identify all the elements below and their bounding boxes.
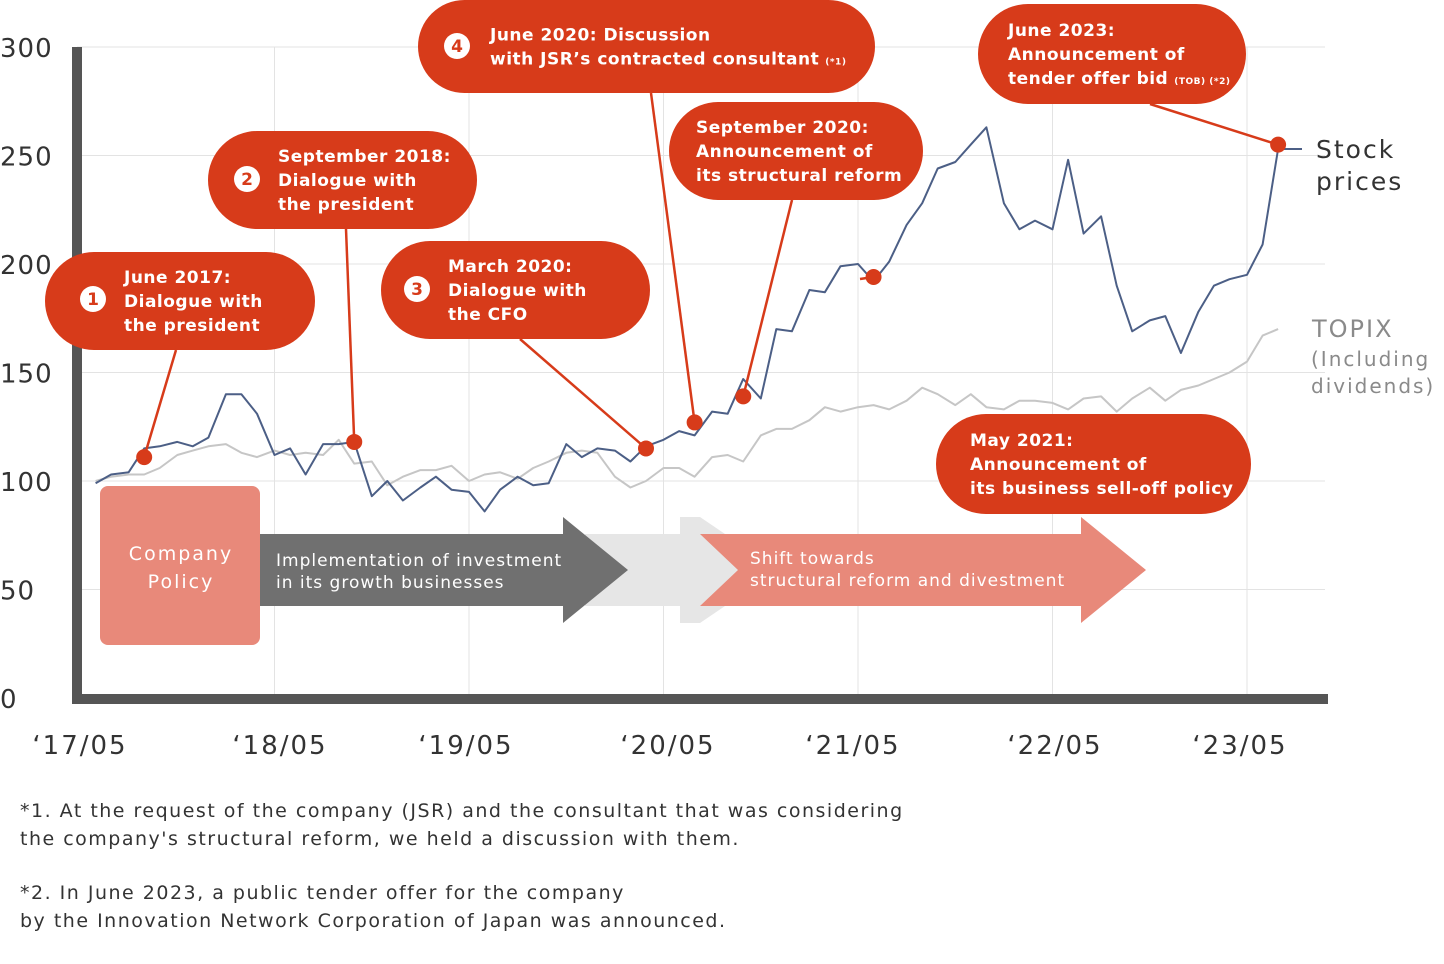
annotation-2-number: 2 [241,170,253,190]
annotation-4-line-2: with JSR’s contracted consultant (*1) [490,50,846,70]
x-tick-0: ‘17/05 [32,731,127,761]
chart-axes [72,47,1328,704]
policy-label-line-2: Policy [148,571,215,593]
annotation-4-number-badge [444,33,470,59]
annotation-4-line-1: June 2020: Discussion [489,26,711,46]
annotation-3-line-3: the CFO [448,305,528,325]
annotation-1-leader [142,349,178,458]
phase1-arrow [260,517,628,623]
annotation-1-line-1: June 2017: [123,268,231,288]
annotation-5-line-2: Announcement of [696,142,873,162]
annotation-7-marker [1270,136,1287,153]
annotation-2-bubble [208,131,477,229]
annotation-3-line-1: March 2020: [448,257,572,277]
x-tick-3: ‘20/05 [620,731,715,761]
footnote-1: *1. At the request of the company (JSR) … [20,797,1120,853]
annotation-3-number-badge [404,276,430,302]
annotation-5-line-1: September 2020: [696,118,869,138]
y-tick-250: 250 [0,143,53,173]
annotation-6-line-3: its business sell-off policy [970,479,1233,499]
annotation-6-line-2: Announcement of [970,455,1147,475]
phase2-label-line-2: structural reform and divestment [750,571,1065,591]
stock-prices-label-line-1: Stock [1316,135,1395,164]
y-tick-200: 200 [0,251,53,281]
footnote-2: *2. In June 2023, a public tender offer … [20,879,1120,935]
topix-sub-label-line-1: (Including [1311,347,1430,371]
annotation-leaders [136,92,1287,466]
annotation-1-number-badge [80,286,106,312]
annotation-6-marker [865,269,882,286]
annotation-4-number: 4 [451,37,463,57]
footnote-2-line-2: by the Innovation Network Corporation of… [20,910,727,932]
series-labels: Stock prices TOPIX (Including dividends) [1311,135,1435,398]
annotation-3-bubble [381,241,650,339]
annotation-1-bubble [45,252,315,350]
annotation-7-bubble [978,4,1246,104]
tick-labels: 0 50 100 150 200 250 300 ‘17/05 ‘18/05 ‘19/05 ‘20/… [0,34,1287,761]
phase1-label-line-2: in its growth businesses [276,573,505,593]
y-tick-0: 0 [0,685,18,715]
footnote-2-line-1: *2. In June 2023, a public tender offer … [20,882,625,904]
x-tick-5: ‘22/05 [1007,731,1102,761]
annotation-5-marker [735,388,752,405]
annotation-6-bubble [936,414,1251,514]
policy-box [100,486,260,645]
annotation-5-leader [742,199,794,397]
annotation-4-footnote-ref: (*1) [825,58,846,68]
annotation-3-marker [637,440,654,457]
company-policy-band: Company Policy Implementation of investmen… [100,486,1146,645]
topix-label: TOPIX [1311,315,1394,343]
annotation-1-marker [136,449,153,466]
annotation-7-line-1: June 2023: [1007,21,1115,41]
annotation-2-line-1: September 2018: [278,147,451,167]
x-tick-1: ‘18/05 [232,731,327,761]
annotation-4-leader [649,92,696,423]
topix-sub-label-line-2: dividends) [1311,374,1435,398]
y-tick-100: 100 [0,468,53,498]
annotation-1-line-2: Dialogue with [124,292,263,312]
x-tick-4: ‘21/05 [805,731,900,761]
annotation-3-number: 3 [411,280,423,300]
annotation-1-number: 1 [87,290,99,310]
footnote-1-line-2: the company's structural reform, we held… [20,828,740,850]
footnotes: *1. At the request of the company (JSR) … [20,797,1120,961]
y-tick-300: 300 [0,34,53,64]
annotation-5-line-3: its structural reform [696,166,902,186]
phase1-label-line-1: Implementation of investment [276,551,562,571]
stock-prices-label-line-2: prices [1316,167,1403,196]
annotation-2-line-2: Dialogue with [278,171,417,191]
annotation-7-leader [1149,102,1279,146]
annotation-3-line-2: Dialogue with [448,281,587,301]
annotation-7-line-2: Announcement of [1008,45,1185,65]
annotation-2-leader [344,228,356,442]
annotation-4-bubble [418,0,875,93]
annotation-1-line-3: the president [124,316,260,336]
y-tick-50: 50 [0,577,35,607]
annotation-7-footnote-ref: (TOB) (*2) [1174,77,1230,87]
annotation-4-marker [686,414,703,431]
annotation-2-number-badge [234,166,260,192]
annotation-callouts: 1 June 2017: Dialogue with the president 2 Se… [45,0,1251,514]
stock-vs-topix-chart: Company Policy Implementation of investmen… [0,0,1435,761]
stock-price-line [95,126,1280,513]
annotation-3-leader [519,338,647,450]
annotation-5-bubble [669,102,923,200]
footnote-1-line-1: *1. At the request of the company (JSR) … [20,800,904,822]
y-tick-150: 150 [0,360,53,390]
annotation-2-line-3: the president [278,195,414,215]
phase2-arrow [700,517,1146,623]
x-tick-6: ‘23/05 [1192,731,1287,761]
x-tick-2: ‘19/05 [418,731,513,761]
policy-label-line-1: Company [129,543,233,565]
annotation-2-marker [346,433,363,450]
phase2-label-line-1: Shift towards [750,549,875,569]
annotation-6-line-1: May 2021: [970,431,1073,451]
